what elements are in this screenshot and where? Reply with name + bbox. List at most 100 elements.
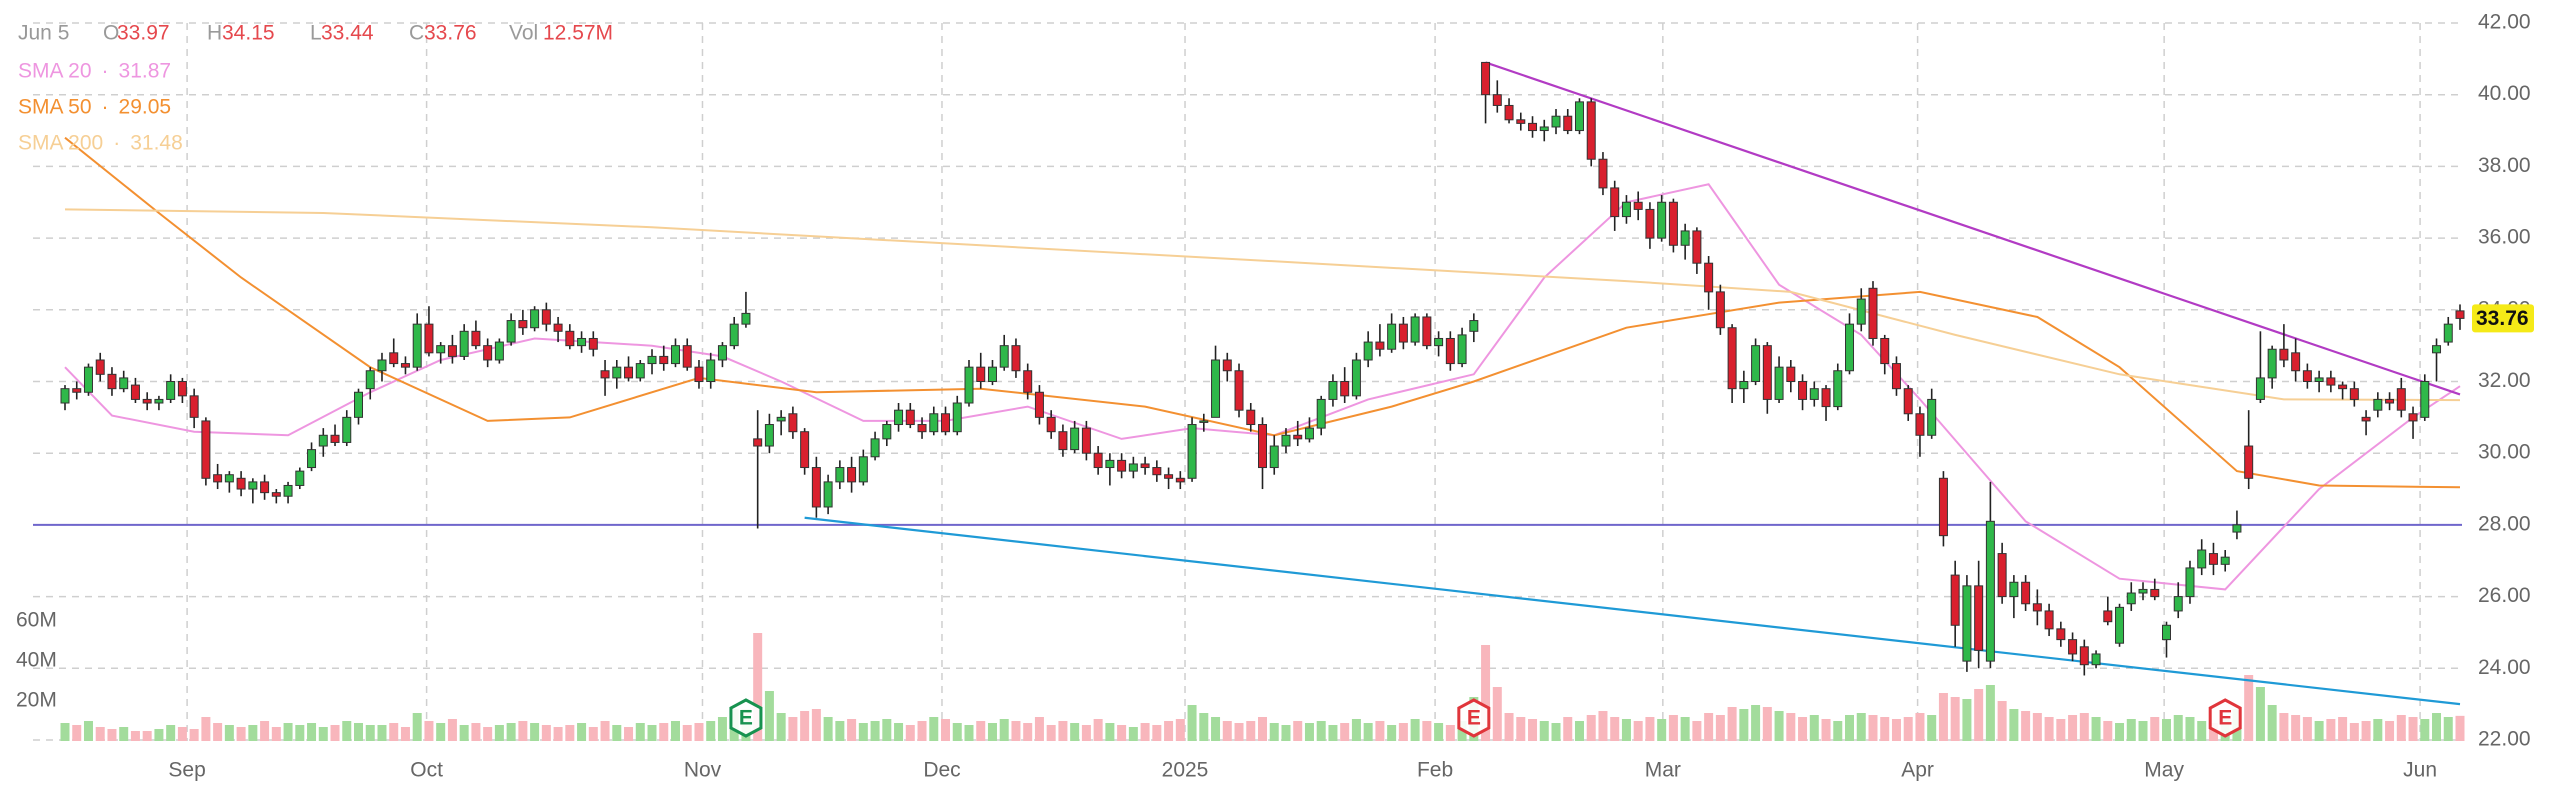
candle-body <box>2220 556 2230 565</box>
volume-bar <box>1011 721 1021 741</box>
volume-bar <box>1915 713 1925 741</box>
candle-body <box>1316 398 1326 429</box>
y-tick-label: 28.00 <box>2478 512 2531 535</box>
trend-line <box>1485 61 2461 396</box>
volume-bar <box>2373 719 2383 741</box>
candle-body <box>2255 377 2265 400</box>
legend-value: 33.76 <box>424 22 477 45</box>
legend-label: L <box>310 22 322 45</box>
candle-body <box>1340 381 1350 397</box>
candle-body <box>447 345 457 357</box>
candle-body <box>1269 445 1279 469</box>
candle-body <box>1445 337 1455 365</box>
volume-bar <box>166 725 176 741</box>
volume-bar <box>177 727 187 741</box>
candle-body <box>1915 413 1925 436</box>
volume-bar <box>823 717 833 741</box>
candle-body <box>2443 323 2453 343</box>
candle-body <box>2044 610 2054 630</box>
candle-body <box>1903 388 1913 415</box>
volume-bar <box>2361 721 2371 741</box>
volume-bar <box>588 727 598 741</box>
candle-body <box>894 409 904 426</box>
volume-bar <box>2385 721 2395 741</box>
volume-bar <box>330 725 340 741</box>
candle-body <box>2032 603 2042 612</box>
candle-body <box>1786 366 1796 383</box>
volume-bar <box>2291 715 2301 741</box>
volume-bar <box>600 721 610 741</box>
volume-bar <box>1997 701 2007 741</box>
volume-bar <box>2420 719 2430 741</box>
candle-body <box>811 467 821 508</box>
volume-bar <box>2349 723 2359 741</box>
volume-bar <box>1903 717 1913 741</box>
volume-bar <box>1504 713 1514 741</box>
volume-bar <box>2208 723 2218 741</box>
candle-body <box>635 363 645 379</box>
legend-value: 34.15 <box>222 22 275 45</box>
volume-bar <box>2279 713 2289 741</box>
volume-bar <box>1293 721 1303 741</box>
legend-label: O <box>103 22 119 45</box>
volume-bar <box>577 723 587 741</box>
volume-bar <box>1258 717 1267 741</box>
volume-bar <box>2314 721 2324 741</box>
volume-bar <box>2044 717 2054 741</box>
candle-body <box>987 366 997 383</box>
volume-bar <box>811 709 821 741</box>
volume-bar <box>1387 725 1397 741</box>
volume-bar <box>1786 713 1796 741</box>
y-tick-label: 38.00 <box>2478 154 2531 177</box>
candle-body <box>95 359 105 375</box>
volume-bar <box>1281 725 1291 741</box>
volume-bar <box>1070 723 1080 741</box>
volume-bar <box>1798 717 1808 741</box>
x-tick-label: Feb <box>1417 759 1453 782</box>
candle-body <box>1598 158 1608 189</box>
candle-body <box>1034 391 1044 418</box>
candle-body <box>506 320 516 343</box>
volume-bar <box>72 725 82 741</box>
candle-body <box>189 395 199 418</box>
x-tick-label: Oct <box>410 759 443 782</box>
volume-bar <box>635 723 645 741</box>
candle-body <box>1516 119 1526 124</box>
candle-body <box>1704 262 1714 293</box>
candle-body <box>2068 639 2078 655</box>
volume-bar <box>107 729 117 741</box>
volume-bar <box>2032 713 2042 741</box>
volume-bar <box>1880 717 1890 741</box>
candle-body <box>776 416 786 422</box>
volume-bar <box>1891 719 1901 741</box>
volume-bar <box>670 721 680 741</box>
candle-body <box>177 381 187 397</box>
candle-body <box>483 345 493 361</box>
volume-bar <box>2326 719 2336 741</box>
candle-body <box>459 330 469 357</box>
volume-bar <box>870 721 880 741</box>
candle-body <box>2326 377 2336 386</box>
volume-bar <box>764 691 774 741</box>
candle-body <box>917 424 927 433</box>
candle-body <box>295 470 305 486</box>
volume-bar <box>2455 715 2465 741</box>
candle-body <box>905 409 915 426</box>
earnings-badge <box>1457 698 1491 738</box>
candle-body <box>1739 381 1749 390</box>
volume-bar <box>365 725 375 741</box>
candle-body <box>365 370 375 390</box>
volume-tick-label: 20M <box>16 689 57 712</box>
volume-bar <box>2197 721 2207 741</box>
sma-legend-separator: · <box>113 132 120 155</box>
volume-bar <box>659 723 669 741</box>
volume-bar <box>1551 723 1561 741</box>
candle-body <box>154 398 164 404</box>
candle-body <box>1469 320 1479 332</box>
volume-bar <box>1152 725 1162 741</box>
volume-bar <box>95 727 105 741</box>
volume-tick-label: 40M <box>16 649 57 672</box>
volume-bar <box>2161 719 2171 741</box>
candle-body <box>612 366 622 379</box>
